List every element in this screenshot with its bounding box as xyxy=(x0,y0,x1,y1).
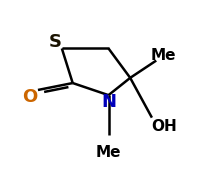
Text: Me: Me xyxy=(96,145,121,160)
Text: O: O xyxy=(22,88,37,106)
Text: S: S xyxy=(49,33,62,51)
Text: OH: OH xyxy=(151,119,177,134)
Text: Me: Me xyxy=(151,48,176,63)
Text: N: N xyxy=(101,93,116,111)
